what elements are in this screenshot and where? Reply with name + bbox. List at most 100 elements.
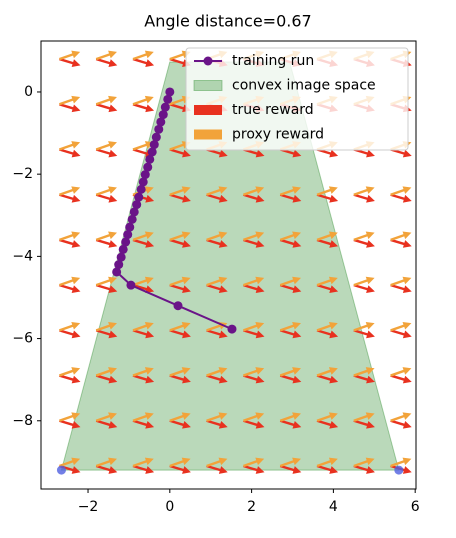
y-tick-label: −2 [12, 166, 33, 182]
proxy-reward-arrow [169, 457, 191, 468]
proxy-reward-arrow [59, 186, 81, 196]
true-reward-arrow [95, 283, 118, 293]
proxy-reward-arrow [132, 457, 154, 468]
training-run-point [173, 301, 183, 311]
true-reward-arrow [279, 329, 302, 339]
proxy-reward-arrow [169, 231, 191, 242]
true-reward-arrow [206, 464, 228, 474]
x-tick-label: 2 [247, 499, 256, 515]
proxy-reward-arrow [95, 457, 117, 468]
true-reward-arrow [95, 193, 118, 203]
true-reward-arrow [353, 374, 375, 384]
proxy-reward-arrow [353, 367, 375, 377]
proxy-reward-arrow [390, 367, 412, 377]
true-reward-arrow [353, 464, 375, 474]
true-reward-arrow [279, 193, 302, 203]
proxy-reward-arrow [132, 95, 154, 106]
training-run-point [112, 267, 122, 277]
true-reward-arrow [206, 329, 228, 339]
training-run-point [154, 124, 164, 134]
proxy-reward-arrow [279, 457, 301, 468]
true-reward-arrow [243, 329, 265, 339]
proxy-reward-arrow [316, 186, 338, 196]
training-run-point [151, 132, 161, 142]
true-reward-arrow [206, 374, 228, 384]
true-reward-arrow [243, 464, 265, 474]
true-reward-arrow [390, 419, 412, 429]
training-run-point [138, 177, 148, 187]
true-reward-arrow [169, 329, 191, 339]
chart-title: Angle distance=0.67 [144, 12, 311, 31]
training-run-point [132, 200, 142, 210]
proxy-reward-arrow [279, 186, 301, 196]
training-run-point [125, 222, 135, 232]
corner-point [56, 465, 66, 475]
legend-box [185, 47, 409, 151]
proxy-reward-arrow [353, 412, 375, 422]
true-reward-arrow [279, 464, 302, 474]
true-reward-arrow [206, 238, 228, 248]
true-reward-arrow [279, 238, 302, 248]
proxy-reward-arrow [59, 276, 81, 287]
training-run-point [145, 154, 155, 164]
proxy-reward-arrow [95, 95, 117, 106]
true-reward-arrow [243, 283, 265, 293]
proxy-reward-arrow [59, 95, 81, 106]
proxy-reward-arrow [390, 186, 412, 196]
legend-label: training run [232, 53, 314, 69]
true-reward-arrow [316, 464, 339, 474]
true-reward-arrow [316, 329, 339, 339]
true-reward-arrow [132, 329, 155, 339]
training-run-point [147, 147, 157, 157]
proxy-reward-arrow [59, 457, 81, 468]
proxy-reward-arrow [95, 321, 117, 332]
true-reward-arrow [95, 238, 118, 248]
true-reward-arrow [353, 193, 375, 203]
true-reward-arrow [132, 283, 155, 293]
true-reward-arrow [243, 148, 265, 158]
proxy-reward-arrow [390, 321, 412, 332]
true-reward-arrow [132, 57, 155, 67]
true-reward-arrow [390, 148, 412, 158]
proxy-reward-arrow [132, 141, 154, 151]
proxy-reward-arrow [206, 276, 228, 287]
true-reward-arrow [206, 193, 228, 203]
proxy-reward-arrow [316, 276, 338, 287]
proxy-reward-arrow [59, 141, 81, 151]
true-reward-arrow [59, 57, 81, 67]
proxy-reward-arrow [316, 457, 338, 468]
true-reward-arrow [59, 419, 81, 429]
true-reward-arrow [132, 464, 155, 474]
true-reward-arrow [353, 419, 375, 429]
true-reward-arrow [169, 419, 191, 429]
legend-marker [203, 56, 213, 66]
true-reward-arrow [169, 238, 191, 248]
training-run-point [163, 94, 173, 104]
proxy-reward-arrow [353, 457, 375, 468]
plot-frame [40, 40, 417, 490]
proxy-reward-arrow [59, 321, 81, 332]
training-run-point [116, 252, 126, 262]
proxy-reward-arrow [390, 412, 412, 422]
proxy-reward-arrow [279, 231, 301, 242]
proxy-reward-arrow [169, 186, 191, 196]
true-reward-arrow [316, 193, 339, 203]
training-run-point [118, 244, 128, 254]
proxy-reward-arrow [243, 186, 265, 196]
proxy-reward-arrow [169, 276, 191, 287]
true-reward-arrow [390, 193, 412, 203]
proxy-reward-arrow [353, 186, 375, 196]
true-reward-arrow [95, 103, 118, 113]
true-reward-arrow [169, 148, 191, 158]
proxy-reward-arrow [169, 412, 191, 422]
true-reward-arrow [169, 374, 191, 384]
true-reward-arrow [390, 283, 412, 293]
proxy-reward-arrow [95, 367, 117, 377]
proxy-reward-arrow [132, 231, 154, 242]
proxy-reward-arrow [169, 95, 191, 106]
proxy-reward-arrow [95, 186, 117, 196]
true-reward-arrow [169, 193, 191, 203]
proxy-reward-arrow [132, 367, 154, 377]
proxy-reward-arrow [169, 321, 191, 332]
training-run-point [227, 324, 237, 334]
